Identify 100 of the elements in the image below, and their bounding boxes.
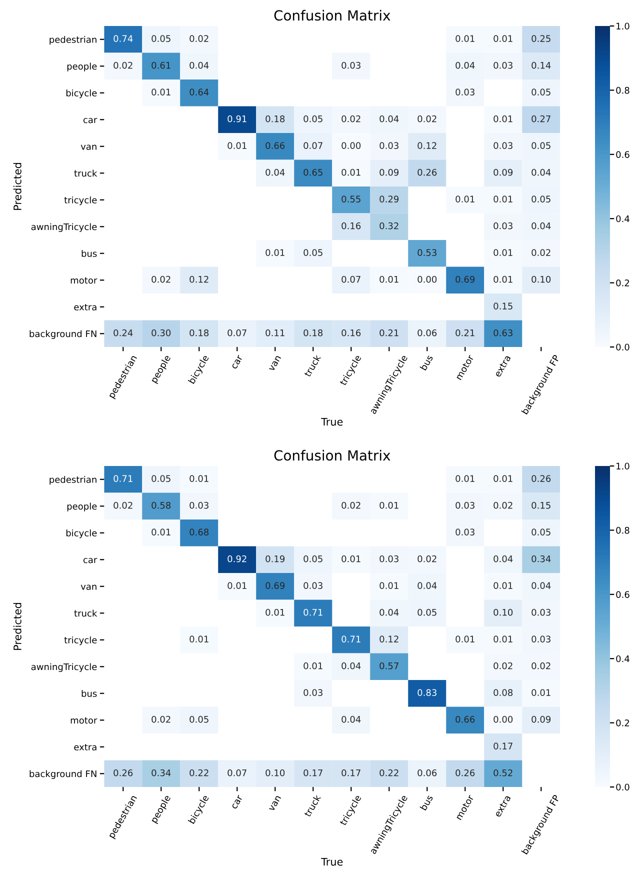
data-label: 0.03 xyxy=(494,222,512,230)
data-label: 0.12 xyxy=(380,636,398,642)
data-label: 0.01 xyxy=(266,249,284,256)
data-label: 0.05 xyxy=(304,555,322,562)
data-label: 0.01 xyxy=(494,582,512,589)
data-label: 0.01 xyxy=(456,636,474,642)
data-label: 0.04 xyxy=(532,582,551,589)
data-label: 0.03 xyxy=(456,88,474,96)
data-label: 0.17 xyxy=(304,769,322,776)
data-label: 0.04 xyxy=(532,168,551,176)
data-label: 0.26 xyxy=(418,168,437,176)
data-label: 0.01 xyxy=(494,115,512,122)
data-label: 0.03 xyxy=(304,582,322,589)
data-label: 0.03 xyxy=(304,689,322,696)
data-label: 0.07 xyxy=(342,276,360,283)
data-label: 0.05 xyxy=(532,142,550,149)
data-label: 0.04 xyxy=(266,168,285,176)
data-label: 0.02 xyxy=(114,62,132,69)
data-label: 0.71 xyxy=(304,608,322,616)
data-label: 0.07 xyxy=(228,769,246,776)
y-tick-label: truck xyxy=(74,610,98,617)
data-label: 0.26 xyxy=(456,769,475,776)
data-label: 0.04 xyxy=(494,555,513,562)
data-label: 0.02 xyxy=(418,555,436,562)
data-label: 0.05 xyxy=(418,608,436,616)
data-label: 0.05 xyxy=(190,716,208,723)
y-tick-label: van xyxy=(80,144,96,150)
x-tick-label: van xyxy=(268,796,282,812)
color-bar-label: 0.8 xyxy=(616,526,630,534)
data-label: 0.03 xyxy=(494,142,512,149)
data-label: 0.68 xyxy=(190,528,209,536)
color-bar-label: 0.2 xyxy=(616,280,630,286)
data-label: 0.01 xyxy=(342,168,360,176)
y-tick-label: bus xyxy=(82,690,97,697)
data-label: 0.21 xyxy=(456,329,474,336)
data-label: 0.01 xyxy=(494,249,512,256)
data-label: 0.71 xyxy=(342,636,360,642)
data-label: 0.18 xyxy=(266,115,285,122)
data-label: 0.19 xyxy=(266,555,285,562)
data-label: 0.16 xyxy=(342,222,361,230)
data-label: 0.05 xyxy=(532,88,550,96)
data-label: 0.66 xyxy=(456,716,475,723)
data-label: 0.04 xyxy=(190,62,209,69)
data-label: 0.03 xyxy=(456,502,474,509)
data-label: 0.01 xyxy=(456,196,474,202)
chart-title: Confusion Matrix xyxy=(274,10,390,21)
x-axis-title: True xyxy=(321,418,343,426)
data-label: 0.30 xyxy=(152,329,171,336)
data-label: 0.02 xyxy=(494,502,512,509)
data-label: 0.05 xyxy=(304,249,322,256)
data-label: 0.09 xyxy=(494,168,513,176)
data-label: 0.01 xyxy=(152,528,170,536)
data-label: 0.06 xyxy=(418,329,437,336)
y-tick-label: awningTricycle xyxy=(31,663,97,672)
data-label: 0.02 xyxy=(152,276,170,283)
data-label: 0.91 xyxy=(228,115,246,122)
data-label: 0.71 xyxy=(114,475,132,482)
x-tick-label: bus xyxy=(420,354,434,371)
data-label: 0.01 xyxy=(380,276,398,283)
data-label: 0.00 xyxy=(494,716,513,723)
data-label: 0.02 xyxy=(342,502,360,509)
data-label: 0.02 xyxy=(532,662,550,670)
data-label: 0.15 xyxy=(494,302,512,310)
data-label: 0.01 xyxy=(494,475,512,482)
y-tick-label: awningTricycle xyxy=(31,223,97,232)
data-label: 0.18 xyxy=(304,329,323,336)
data-label: 0.15 xyxy=(532,502,550,509)
data-label: 0.26 xyxy=(532,475,551,482)
y-tick-label: truck xyxy=(74,170,98,177)
y-tick-label: motor xyxy=(70,717,98,724)
data-label: 0.09 xyxy=(380,168,399,176)
y-tick-label: van xyxy=(80,584,96,590)
data-label: 0.05 xyxy=(532,528,550,536)
data-label: 0.65 xyxy=(304,168,322,176)
data-label: 0.02 xyxy=(532,249,550,256)
color-bar-label: 0.4 xyxy=(616,655,630,662)
data-label: 0.34 xyxy=(532,555,551,562)
data-label: 0.10 xyxy=(532,276,551,283)
data-label: 0.01 xyxy=(494,636,512,642)
data-label: 0.17 xyxy=(342,769,360,776)
data-label: 0.29 xyxy=(380,196,399,202)
data-label: 0.18 xyxy=(190,329,209,336)
x-tick-label: bus xyxy=(420,794,434,811)
data-label: 0.04 xyxy=(380,608,399,616)
y-tick-label: bicycle xyxy=(66,89,97,98)
data-label: 0.03 xyxy=(494,62,512,69)
data-label: 0.04 xyxy=(532,222,551,230)
data-label: 0.16 xyxy=(342,329,361,336)
x-axis-title: True xyxy=(321,858,343,866)
y-tick-label: car xyxy=(83,558,98,564)
data-label: 0.55 xyxy=(342,196,360,202)
data-label: 0.01 xyxy=(456,35,474,42)
data-label: 0.05 xyxy=(304,115,322,122)
chart-title: Confusion Matrix xyxy=(274,450,390,461)
y-tick-label: extra xyxy=(74,304,96,310)
y-tick-label: background FN xyxy=(30,770,96,779)
data-label: 0.01 xyxy=(190,475,208,482)
data-label: 0.03 xyxy=(380,142,398,149)
data-label: 0.52 xyxy=(494,769,512,776)
data-label: 0.02 xyxy=(494,662,512,670)
